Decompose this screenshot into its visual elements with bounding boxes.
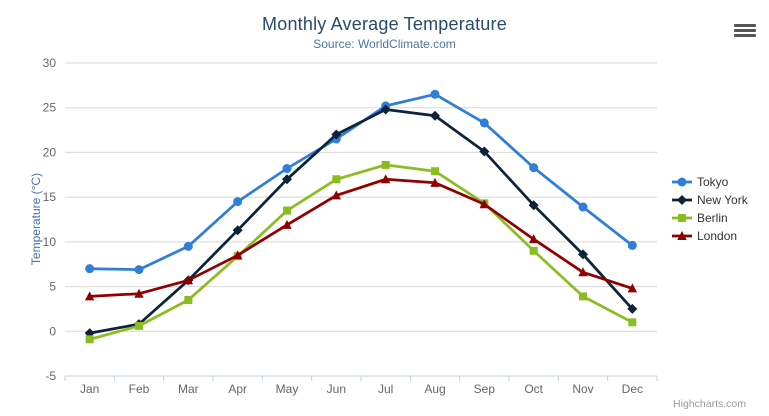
data-point-tokyo[interactable] [134, 265, 144, 275]
legend-item-london[interactable]: London [672, 229, 748, 243]
y-axis-label: 20 [43, 145, 57, 159]
data-point-new-york[interactable] [430, 110, 440, 121]
data-point-new-york[interactable] [331, 129, 342, 140]
export-menu-button[interactable] [732, 20, 758, 40]
y-axis-label: 5 [49, 280, 56, 294]
data-point-new-york[interactable] [479, 146, 490, 157]
legend-item-label: Berlin [697, 211, 728, 225]
data-point-london[interactable] [479, 199, 490, 209]
data-point-london[interactable] [430, 177, 440, 187]
data-point-london[interactable] [183, 275, 194, 285]
x-axis-label: Aug [424, 382, 445, 396]
y-axis-label: 10 [43, 235, 57, 249]
data-point-new-york[interactable] [578, 249, 588, 260]
data-point-tokyo[interactable] [627, 240, 637, 250]
legend-item-tokyo[interactable]: Tokyo [672, 175, 748, 189]
hamburger-icon [734, 23, 756, 27]
data-point-tokyo[interactable] [233, 197, 243, 207]
x-axis-label: Apr [228, 382, 247, 396]
x-axis-label: Mar [178, 382, 199, 396]
x-axis-label: Nov [572, 382, 593, 396]
x-axis-label: Dec [622, 382, 643, 396]
data-point-berlin[interactable] [579, 292, 587, 301]
x-axis-label: May [276, 382, 299, 396]
data-point-tokyo[interactable] [578, 202, 588, 212]
legend-item-berlin[interactable]: Berlin [672, 211, 748, 225]
data-point-new-york[interactable] [282, 174, 292, 185]
y-axis-label: 25 [43, 101, 57, 115]
legend-symbol-berlin [672, 214, 692, 222]
data-point-london[interactable] [84, 291, 95, 301]
y-axis-label: 30 [43, 56, 57, 70]
data-point-london[interactable] [282, 219, 292, 229]
legend-symbol-london [672, 231, 692, 240]
data-point-berlin[interactable] [381, 160, 390, 169]
x-axis-label: Jul [378, 382, 393, 396]
x-axis-label: Sep [474, 382, 496, 396]
legend-item-new-york[interactable]: New York [672, 193, 748, 207]
y-axis-label: 15 [43, 190, 57, 204]
x-axis-label: Oct [524, 382, 543, 396]
data-point-london[interactable] [134, 288, 144, 298]
data-point-new-york[interactable] [627, 303, 638, 314]
data-point-new-york[interactable] [232, 225, 243, 236]
data-point-tokyo[interactable] [529, 163, 539, 173]
y-axis-label: 0 [49, 324, 56, 338]
data-point-london[interactable] [232, 250, 243, 260]
data-point-tokyo[interactable] [282, 164, 292, 174]
data-point-berlin[interactable] [85, 335, 94, 344]
data-point-new-york[interactable] [528, 200, 539, 211]
data-point-berlin[interactable] [431, 167, 439, 176]
data-point-berlin[interactable] [628, 318, 637, 327]
series-line-new-york [88, 108, 634, 335]
series-line-london [88, 177, 634, 298]
hamburger-icon [734, 33, 756, 37]
legend-item-label: New York [697, 193, 748, 207]
x-axis-label: Jan [80, 382, 99, 396]
y-axis-label: -5 [45, 369, 56, 383]
data-point-london[interactable] [528, 234, 539, 244]
data-point-london[interactable] [331, 190, 342, 200]
hamburger-icon [734, 28, 756, 32]
data-point-new-york[interactable] [380, 104, 391, 115]
data-point-berlin[interactable] [332, 175, 341, 184]
chart-title: Monthly Average Temperature [262, 14, 507, 34]
data-point-tokyo[interactable] [85, 264, 95, 274]
legend-symbol-new-york [672, 195, 692, 205]
x-axis-label: Feb [129, 382, 150, 396]
data-point-berlin[interactable] [529, 246, 538, 255]
credit-link[interactable]: Highcharts.com [673, 398, 746, 410]
data-point-berlin[interactable] [135, 321, 143, 330]
data-point-berlin[interactable] [184, 295, 193, 304]
legend-item-label: Tokyo [697, 175, 729, 189]
series-line-berlin [88, 163, 634, 341]
data-point-tokyo[interactable] [430, 89, 440, 99]
data-point-tokyo[interactable] [479, 118, 489, 128]
legend-symbol-tokyo [672, 177, 692, 187]
data-point-berlin[interactable] [283, 206, 291, 215]
data-point-london[interactable] [380, 174, 391, 184]
x-axis-label: Jun [327, 382, 346, 396]
legend: Tokyo New York Berlin London [672, 175, 748, 243]
data-point-london[interactable] [578, 267, 588, 277]
chart-subtitle: Source: WorldClimate.com [313, 37, 456, 51]
y-axis-title: Temperature (°C) [29, 172, 43, 266]
data-point-tokyo[interactable] [183, 241, 193, 251]
legend-item-label: London [697, 229, 738, 243]
data-point-london[interactable] [627, 283, 638, 293]
